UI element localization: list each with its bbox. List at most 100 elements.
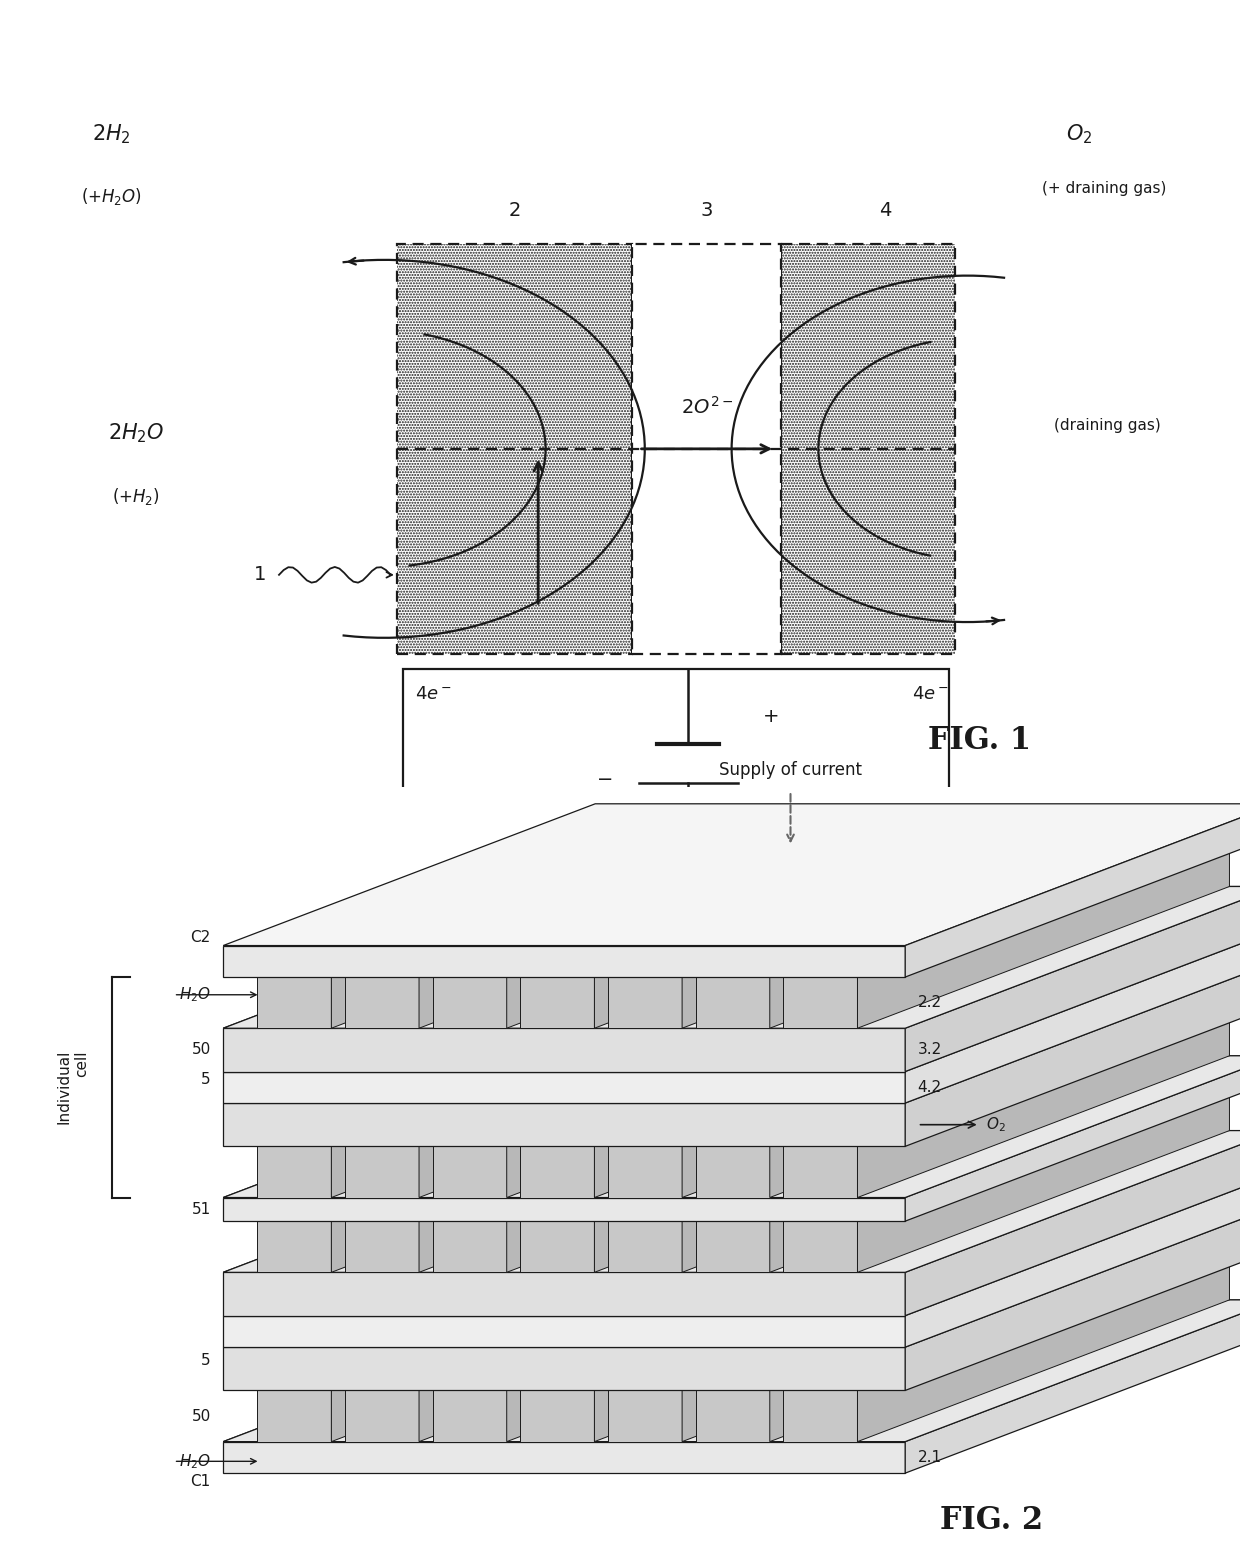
Polygon shape [608, 977, 682, 1028]
Polygon shape [770, 1249, 1142, 1442]
Polygon shape [521, 977, 594, 1028]
Polygon shape [403, 670, 949, 851]
Polygon shape [608, 1391, 682, 1442]
Polygon shape [905, 804, 1240, 977]
Polygon shape [594, 1005, 966, 1198]
Polygon shape [258, 1221, 331, 1272]
Text: (+ draining gas): (+ draining gas) [1042, 182, 1166, 196]
Polygon shape [521, 1146, 594, 1198]
Polygon shape [784, 1079, 1230, 1221]
Polygon shape [258, 1391, 331, 1442]
Polygon shape [770, 1005, 1142, 1198]
Polygon shape [419, 835, 791, 1028]
Polygon shape [784, 835, 1230, 977]
Polygon shape [682, 1005, 1054, 1198]
Polygon shape [696, 1079, 1142, 1221]
Polygon shape [223, 945, 905, 977]
Polygon shape [682, 835, 1054, 1028]
Polygon shape [345, 1079, 791, 1221]
Text: 1: 1 [254, 565, 267, 584]
Polygon shape [345, 1146, 419, 1198]
Text: 51: 51 [191, 1201, 211, 1217]
Polygon shape [682, 1079, 1054, 1272]
Text: C1: C1 [191, 1473, 211, 1488]
Polygon shape [521, 835, 966, 977]
Polygon shape [433, 1221, 507, 1272]
Polygon shape [858, 835, 1230, 1028]
Polygon shape [223, 1442, 905, 1473]
Polygon shape [223, 1198, 905, 1221]
Polygon shape [507, 1079, 879, 1272]
Polygon shape [223, 804, 1240, 945]
Text: 4: 4 [879, 201, 892, 221]
Polygon shape [784, 977, 858, 1028]
Polygon shape [223, 1272, 905, 1315]
Polygon shape [608, 1005, 1054, 1146]
Polygon shape [608, 1249, 1054, 1391]
Polygon shape [345, 1005, 791, 1146]
Polygon shape [784, 1005, 1230, 1146]
Text: 5: 5 [201, 1072, 211, 1087]
Polygon shape [433, 1391, 507, 1442]
Text: 50: 50 [191, 1408, 211, 1424]
Text: $2H_2$: $2H_2$ [92, 122, 131, 145]
Polygon shape [507, 835, 879, 1028]
Polygon shape [521, 1079, 966, 1221]
Polygon shape [223, 1056, 1240, 1198]
Text: $O_2$: $O_2$ [1066, 122, 1092, 145]
Text: $4e^-$: $4e^-$ [415, 686, 453, 703]
Polygon shape [507, 1005, 879, 1198]
Polygon shape [682, 1249, 1054, 1442]
Polygon shape [858, 1079, 1230, 1272]
Polygon shape [223, 1173, 1240, 1315]
Polygon shape [905, 1300, 1240, 1473]
Polygon shape [397, 244, 632, 653]
Polygon shape [696, 977, 770, 1028]
Polygon shape [223, 886, 1240, 1028]
Text: 50: 50 [191, 1042, 211, 1058]
Polygon shape [521, 1221, 594, 1272]
Polygon shape [905, 1056, 1240, 1221]
Polygon shape [419, 1249, 791, 1442]
Polygon shape [608, 835, 1054, 977]
Polygon shape [345, 835, 791, 977]
Polygon shape [433, 835, 879, 977]
Polygon shape [594, 1249, 966, 1442]
Text: $2O^{2-}$: $2O^{2-}$ [681, 395, 733, 417]
Polygon shape [331, 1079, 703, 1272]
Polygon shape [905, 886, 1240, 1072]
Text: 3.2: 3.2 [918, 1042, 942, 1058]
Polygon shape [770, 835, 1142, 1028]
Polygon shape [223, 1346, 905, 1391]
Polygon shape [521, 1391, 594, 1442]
Text: $O_2$: $O_2$ [986, 1115, 1006, 1133]
Polygon shape [770, 1079, 1142, 1272]
Polygon shape [858, 1249, 1230, 1442]
Polygon shape [696, 1146, 770, 1198]
Polygon shape [905, 962, 1240, 1146]
Polygon shape [784, 1391, 858, 1442]
Polygon shape [223, 1072, 905, 1102]
Polygon shape [223, 1130, 1240, 1272]
Text: 2.2: 2.2 [918, 996, 941, 1010]
Polygon shape [223, 1315, 905, 1346]
Text: $(+ H_2)$: $(+ H_2)$ [113, 485, 160, 506]
Text: Individual
cell: Individual cell [57, 1050, 89, 1124]
Polygon shape [258, 1005, 703, 1146]
Polygon shape [258, 1146, 331, 1198]
Polygon shape [696, 1005, 1142, 1146]
Polygon shape [258, 977, 331, 1028]
Text: $2H_2O$: $2H_2O$ [108, 422, 165, 445]
Text: $H_2O$: $H_2O$ [179, 1451, 211, 1471]
Polygon shape [696, 1221, 770, 1272]
Polygon shape [419, 1005, 791, 1198]
Text: +: + [763, 707, 779, 726]
Polygon shape [784, 1221, 858, 1272]
Polygon shape [608, 1146, 682, 1198]
Polygon shape [905, 1173, 1240, 1346]
Text: 2.1: 2.1 [918, 1450, 941, 1465]
Polygon shape [223, 1102, 905, 1146]
Polygon shape [594, 1079, 966, 1272]
Polygon shape [223, 886, 1240, 1028]
Polygon shape [507, 1249, 879, 1442]
